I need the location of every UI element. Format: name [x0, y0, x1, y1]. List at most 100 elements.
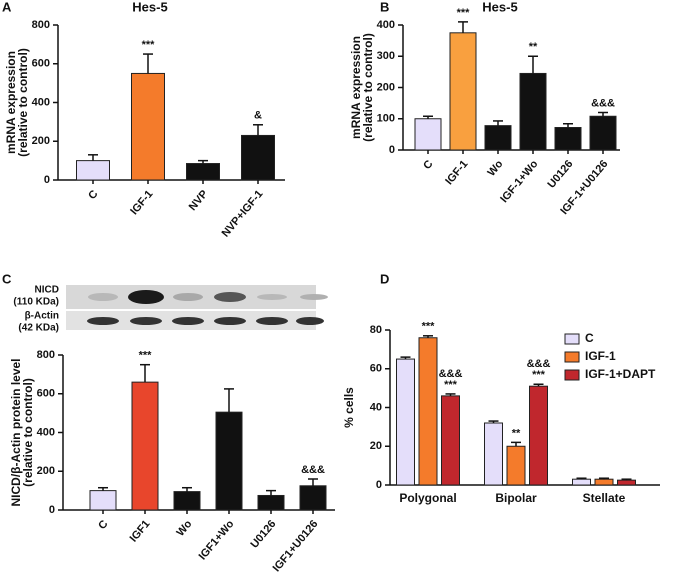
x-tick-label: U0126 — [248, 518, 278, 551]
bar — [572, 478, 591, 486]
bar — [441, 395, 460, 486]
bar — [554, 127, 582, 151]
band — [130, 317, 162, 325]
panel-letter: B — [380, 0, 389, 14]
y-axis-label: % cells — [342, 387, 356, 428]
panel-letter: A — [2, 0, 12, 14]
blot-label: NICD — [35, 285, 59, 296]
bar — [131, 381, 159, 511]
bar — [299, 485, 327, 511]
blot-label: (110 KDa) — [13, 297, 59, 308]
y-axis-label: NICD/β-Actin protein level — [9, 358, 23, 506]
y-tick-label: 80 — [370, 324, 382, 336]
y-tick-label: 40 — [370, 401, 382, 413]
bar — [418, 337, 438, 486]
blot-label: (42 KDa) — [18, 323, 59, 334]
x-tick-label: C — [86, 188, 100, 202]
bar — [594, 478, 614, 486]
annotation: ** — [512, 427, 521, 439]
band — [172, 317, 204, 325]
y-axis-label: (relative to control) — [361, 33, 375, 142]
y-tick-label: 300 — [377, 50, 395, 62]
band — [257, 294, 287, 300]
x-tick-label: NVP — [187, 188, 211, 213]
bar — [76, 160, 110, 181]
band — [300, 294, 328, 300]
x-tick-label: C — [96, 518, 110, 532]
y-tick-label: 400 — [32, 96, 50, 108]
bar — [396, 358, 415, 486]
bar — [589, 115, 617, 151]
legend-label: IGF-1+DAPT — [585, 367, 656, 381]
band — [214, 292, 246, 302]
bar — [131, 72, 165, 181]
x-tick-label: Wo — [174, 518, 194, 539]
annotation: & — [254, 110, 262, 122]
x-tick-label: Wo — [485, 158, 505, 179]
annotation: *** — [422, 321, 436, 333]
y-tick-label: 200 — [37, 465, 55, 477]
y-tick-label: 0 — [389, 144, 395, 156]
bar — [484, 422, 503, 486]
y-tick-label: 20 — [370, 440, 382, 452]
y-tick-label: 200 — [32, 135, 50, 147]
annotation: *** — [457, 7, 471, 19]
x-tick-label: IGF-1 — [443, 158, 470, 187]
legend-swatch — [564, 351, 580, 363]
y-tick-label: 200 — [377, 81, 395, 93]
bar — [529, 385, 548, 486]
annotation: *** — [444, 379, 458, 391]
annotation: &&& — [527, 358, 551, 370]
bar — [173, 491, 201, 511]
bar — [617, 479, 636, 486]
x-tick-label: Stellate — [583, 491, 626, 505]
y-tick-label: 800 — [37, 349, 55, 361]
y-tick-label: 400 — [377, 19, 395, 31]
legend-label: C — [585, 331, 594, 345]
legend-label: IGF-1 — [585, 349, 616, 363]
x-tick-label: Polygonal — [399, 491, 456, 505]
band — [87, 317, 119, 325]
annotation: &&& — [301, 464, 325, 476]
x-tick-label: C — [421, 158, 435, 172]
panel-letter: D — [380, 271, 389, 286]
y-tick-label: 400 — [37, 426, 55, 438]
x-tick-label: IGF1 — [128, 518, 153, 544]
legend-swatch — [564, 369, 580, 381]
legend-swatch — [564, 333, 580, 345]
bar — [215, 411, 243, 511]
annotation: *** — [532, 369, 546, 381]
bar — [484, 125, 512, 151]
bar — [257, 494, 285, 511]
bar — [506, 445, 526, 486]
x-tick-label: IGF-1+Wo — [498, 158, 540, 205]
x-tick-label: U0126 — [545, 158, 575, 191]
y-axis-label: (relative to control) — [21, 378, 35, 487]
annotation: &&& — [439, 368, 463, 380]
chart-title: Hes-5 — [482, 0, 517, 14]
y-tick-label: 600 — [37, 388, 55, 400]
y-axis-label: mRNA expression — [4, 51, 18, 154]
band — [88, 293, 118, 301]
bar — [89, 490, 117, 511]
band — [128, 290, 164, 304]
western-blot — [66, 285, 328, 330]
annotation: *** — [142, 39, 156, 51]
x-tick-label: IGF-1 — [128, 188, 155, 217]
band — [173, 293, 203, 301]
bar — [449, 32, 477, 151]
band — [214, 317, 246, 325]
x-tick-label: Bipolar — [495, 491, 537, 505]
y-axis-label: (relative to control) — [16, 48, 30, 157]
x-tick-label: NVP+IGF-1 — [220, 188, 266, 239]
y-axis-label: mRNA expression — [349, 36, 363, 139]
blot-label: β-Actin — [25, 311, 59, 322]
bar — [241, 134, 275, 181]
bar — [519, 72, 547, 151]
bar — [186, 163, 220, 181]
chart-title: Hes-5 — [132, 0, 167, 14]
y-tick-label: 800 — [32, 19, 50, 31]
x-tick-label: IGF1+Wo — [197, 518, 237, 563]
annotation: *** — [139, 350, 153, 362]
